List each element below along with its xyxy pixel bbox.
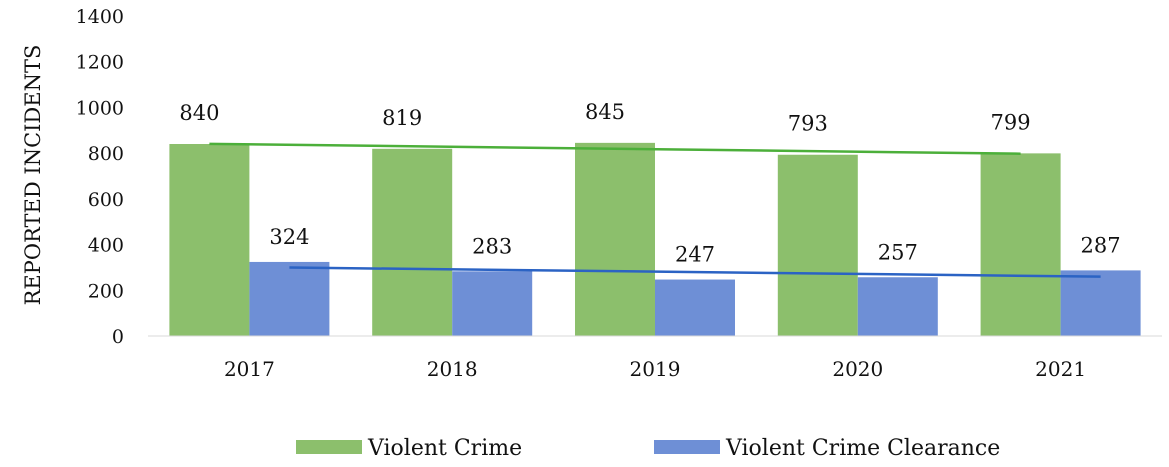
trendline-violent-crime bbox=[209, 142, 1021, 155]
y-tick-label: 1400 bbox=[76, 6, 124, 28]
trendline-violent-crime-clearance bbox=[289, 266, 1101, 278]
bar-violent-crime-clearance bbox=[249, 261, 330, 336]
y-tick-label: 800 bbox=[88, 143, 124, 165]
bar-violent-crime-clearance bbox=[452, 271, 533, 336]
data-label: 247 bbox=[675, 243, 715, 267]
bar-violent-crime bbox=[372, 148, 453, 336]
bar-violent-crime bbox=[575, 142, 655, 336]
y-tick-label: 0 bbox=[112, 326, 124, 348]
y-tick-label: 200 bbox=[88, 280, 124, 302]
data-label: 287 bbox=[1081, 233, 1121, 257]
data-label: 793 bbox=[788, 112, 828, 136]
y-tick-label: 1000 bbox=[76, 97, 124, 119]
x-tick-label: 2021 bbox=[1035, 357, 1086, 381]
bar-violent-crime bbox=[169, 144, 250, 336]
x-tick-label: 2017 bbox=[224, 357, 275, 381]
y-tick-label: 1200 bbox=[76, 52, 124, 74]
legend-swatch bbox=[654, 440, 720, 454]
x-tick-label: 2020 bbox=[832, 357, 883, 381]
x-tick-label: 2018 bbox=[427, 357, 478, 381]
data-label: 799 bbox=[991, 110, 1031, 134]
x-tick-label: 2019 bbox=[630, 357, 681, 381]
legend: Violent Crime Violent Crime Clearance bbox=[296, 436, 1000, 461]
trendlines bbox=[209, 142, 1101, 278]
bars bbox=[169, 142, 1141, 336]
y-tick-label: 600 bbox=[88, 189, 124, 211]
y-axis-label: REPORTED INCIDENTS bbox=[21, 45, 45, 306]
data-label: 840 bbox=[179, 101, 219, 125]
legend-label: Violent Crime Clearance bbox=[725, 436, 1000, 461]
data-label: 283 bbox=[472, 234, 512, 258]
bar-violent-crime-clearance bbox=[857, 277, 938, 336]
bar-violent-crime bbox=[777, 154, 858, 336]
legend-label: Violent Crime bbox=[367, 436, 522, 461]
data-label: 819 bbox=[382, 106, 422, 130]
y-tick-label: 400 bbox=[88, 235, 124, 257]
data-label: 257 bbox=[878, 240, 918, 264]
data-label: 845 bbox=[585, 100, 625, 124]
y-axis-label-group: REPORTED INCIDENTS bbox=[21, 45, 45, 306]
bar-violent-crime-clearance bbox=[655, 279, 735, 336]
bar-violent-crime-clearance bbox=[1060, 270, 1141, 336]
x-tick-labels: 2017 2018 2019 2020 2021 bbox=[224, 357, 1086, 381]
data-label: 324 bbox=[269, 225, 309, 249]
y-tick-labels: 0 200 400 600 800 1000 1200 1400 bbox=[76, 6, 124, 348]
legend-swatch bbox=[296, 440, 362, 454]
bar-violent-crime bbox=[980, 153, 1061, 336]
data-labels: 840 324 819 283 845 247 793 257 799 287 bbox=[179, 100, 1120, 267]
